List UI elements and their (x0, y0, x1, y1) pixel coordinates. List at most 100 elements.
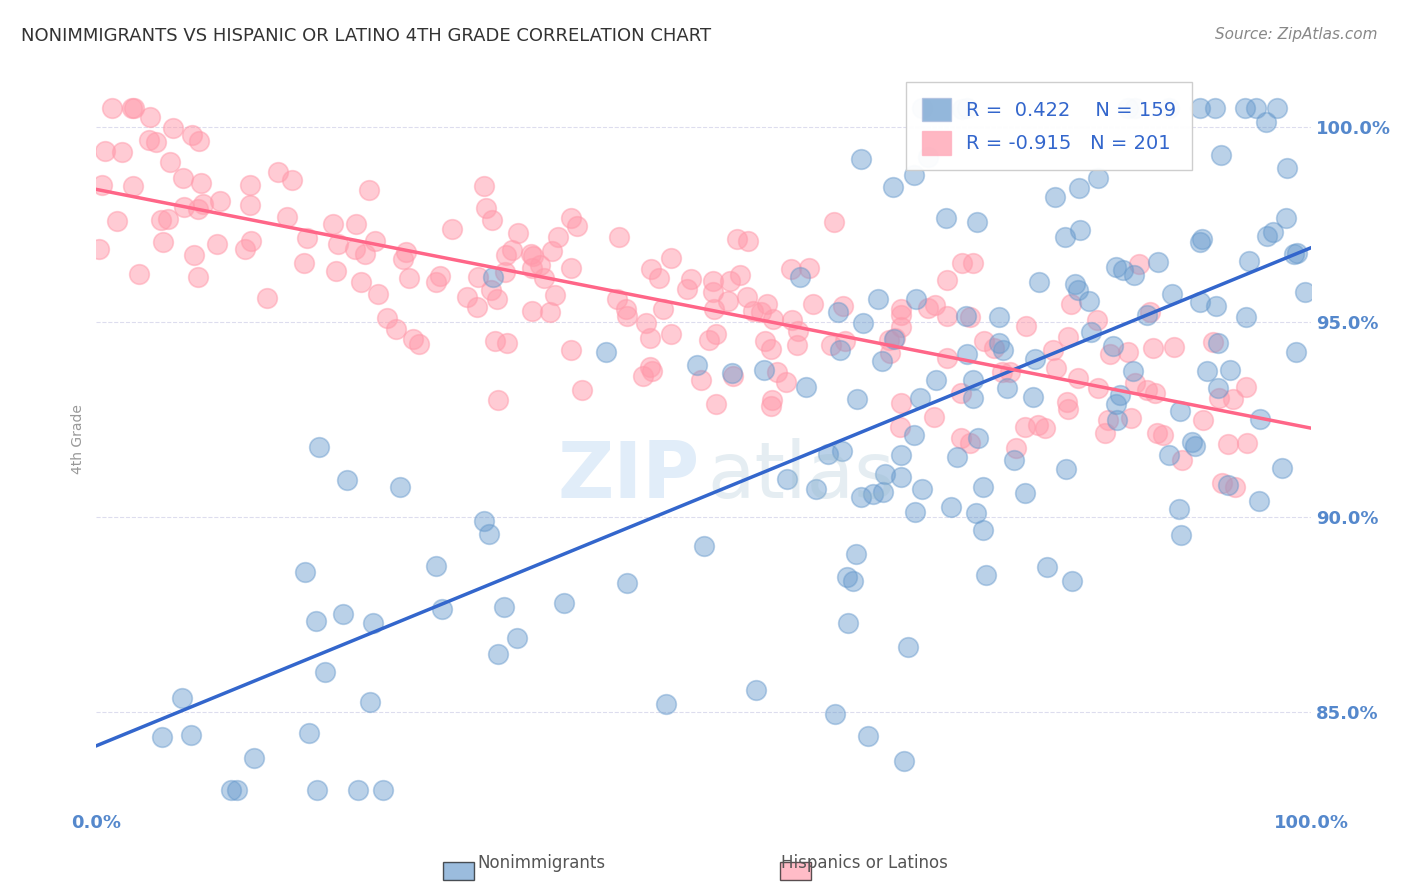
Point (183, 248, 205, 262)
Point (862, 487, 884, 501)
Point (1246, 101, 1268, 115)
Point (1146, 426, 1168, 441)
Point (1256, 228, 1278, 243)
Point (903, 428, 925, 442)
Point (735, 290, 758, 304)
Point (1111, 263, 1133, 277)
Point (1094, 426, 1116, 441)
Point (1294, 285, 1316, 299)
Point (149, 213, 172, 227)
Point (834, 334, 856, 348)
Point (1022, 390, 1045, 404)
Point (478, 526, 501, 541)
Point (1208, 391, 1230, 405)
Point (972, 523, 994, 537)
Point (1087, 381, 1109, 395)
Point (111, 145, 134, 160)
Point (308, 440, 330, 454)
Point (616, 310, 638, 324)
Point (1202, 334, 1225, 349)
Text: Nonimmigrants: Nonimmigrants (477, 855, 606, 872)
Point (706, 326, 728, 341)
Point (959, 310, 981, 324)
Point (1062, 574, 1084, 588)
Point (911, 482, 934, 496)
Point (866, 292, 889, 306)
Point (991, 365, 1014, 379)
Point (959, 436, 981, 450)
Point (1249, 411, 1271, 425)
Point (983, 341, 1005, 355)
Point (425, 276, 447, 290)
Point (1188, 295, 1211, 310)
Point (243, 751, 266, 765)
Point (1069, 181, 1091, 195)
Point (609, 229, 631, 244)
Point (904, 292, 927, 306)
Text: Hispanics or Latinos: Hispanics or Latinos (782, 855, 948, 872)
Point (1233, 101, 1256, 115)
Point (1284, 247, 1306, 261)
Point (725, 232, 748, 246)
Point (1142, 341, 1164, 355)
Point (494, 265, 516, 279)
Point (567, 219, 589, 233)
Point (845, 547, 868, 561)
Point (1181, 435, 1204, 450)
Point (1223, 480, 1246, 494)
Point (897, 640, 920, 654)
Point (1168, 404, 1191, 418)
Point (721, 366, 744, 380)
Point (745, 683, 768, 698)
Point (145, 136, 167, 150)
Point (640, 364, 662, 378)
Point (946, 450, 969, 465)
Point (1004, 441, 1026, 455)
Point (1146, 255, 1168, 269)
Point (659, 326, 682, 341)
Point (1139, 305, 1161, 319)
Y-axis label: 4th Grade: 4th Grade (72, 404, 86, 474)
Point (1222, 392, 1244, 406)
Point (776, 471, 799, 485)
Point (440, 222, 463, 236)
Point (956, 101, 979, 115)
Point (830, 343, 852, 357)
Point (239, 198, 262, 212)
Point (529, 258, 551, 272)
Point (188, 134, 211, 148)
Point (1275, 161, 1298, 176)
Point (1116, 101, 1139, 115)
Point (432, 602, 454, 616)
Point (1152, 427, 1174, 442)
Point (988, 310, 1011, 324)
Point (138, 133, 160, 147)
Point (820, 338, 842, 352)
Text: Source: ZipAtlas.com: Source: ZipAtlas.com (1215, 27, 1378, 42)
Point (1109, 387, 1132, 401)
Point (1028, 417, 1050, 432)
Point (904, 505, 927, 519)
Point (1015, 319, 1038, 334)
Point (962, 256, 984, 270)
Point (679, 271, 702, 285)
Point (486, 647, 509, 661)
Point (924, 410, 946, 425)
Point (616, 576, 638, 591)
Point (935, 309, 957, 323)
Point (692, 539, 714, 553)
Point (359, 695, 381, 709)
Point (824, 706, 846, 721)
Point (547, 230, 569, 244)
Point (1219, 363, 1241, 377)
Point (1271, 460, 1294, 475)
Point (1043, 190, 1066, 204)
Point (595, 345, 617, 359)
Point (974, 568, 997, 582)
Point (467, 270, 489, 285)
Point (995, 381, 1018, 395)
Point (408, 337, 430, 351)
Point (703, 301, 725, 316)
Point (94, 145, 117, 159)
Point (935, 211, 957, 225)
